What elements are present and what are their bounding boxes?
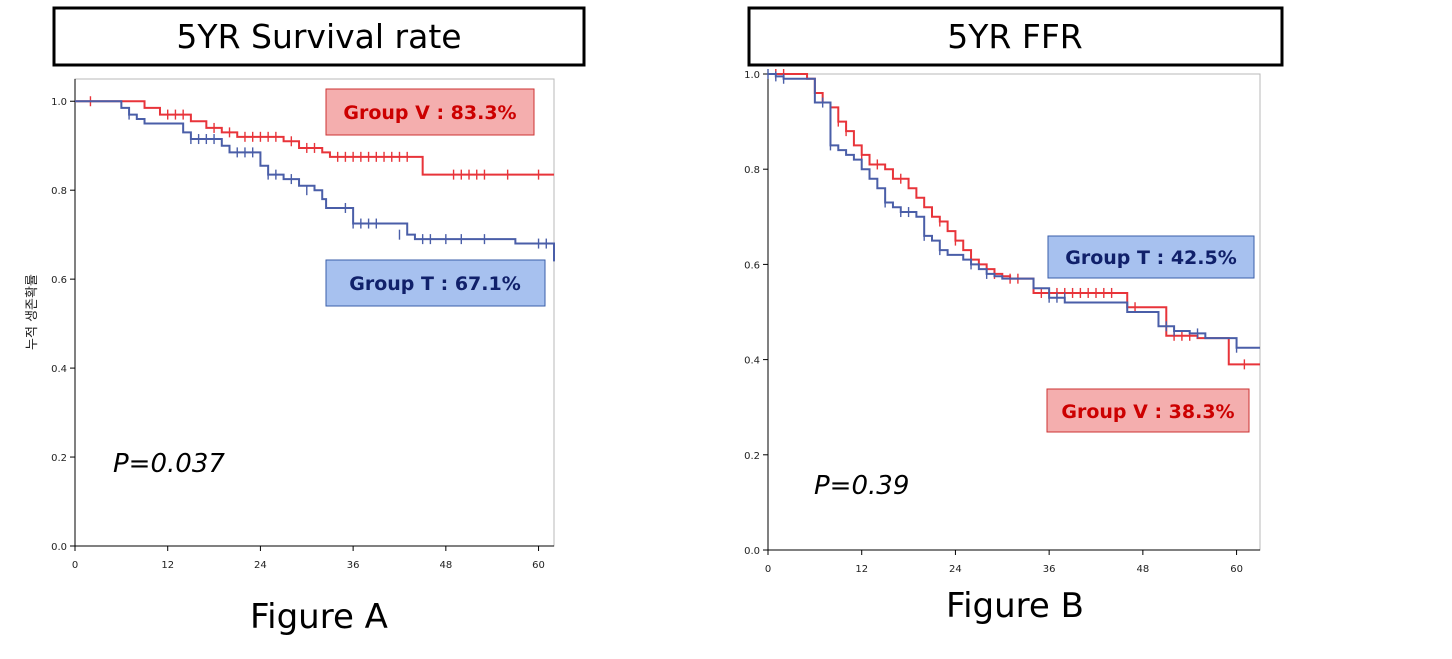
title-box-a — [52, 6, 586, 67]
plot-area-b — [767, 73, 1261, 551]
y-tick-label-a-3: 0.6 — [51, 275, 67, 286]
p-value-a: P=0.037 — [113, 449, 225, 479]
p-value-b: P=0.39 — [814, 471, 909, 501]
y-tick-label-b-0: 0.0 — [744, 546, 760, 557]
x-tick-label-a-2: 24 — [254, 560, 267, 571]
title-box-b — [747, 6, 1284, 67]
group-label-b-v: Group V : 38.3% — [1061, 401, 1234, 423]
group-box-a-v — [325, 88, 535, 136]
y-tick-label-a-2: 0.4 — [51, 364, 67, 375]
x-tick-label-b-3: 36 — [1043, 564, 1056, 575]
x-tick-label-a-4: 48 — [439, 560, 452, 571]
group-box-b-t — [1047, 235, 1255, 279]
y-tick-label-a-4: 0.8 — [51, 186, 67, 197]
km-curve-a-group-v — [75, 100, 554, 176]
figure-label-a: Figure A — [250, 597, 388, 637]
figure-a: 5YR Survival rate 0 12 24 36 48 60 0.0 0.2 0.4 0.… — [25, 6, 586, 637]
y-tick-label-b-1: 0.2 — [744, 451, 760, 462]
x-tick-label-a-5: 60 — [532, 560, 545, 571]
y-axis-label-a: 누적 생존확률 — [25, 274, 40, 350]
x-tick-label-a-1: 12 — [161, 560, 174, 571]
axis-ticks-a: 0 12 24 36 48 60 0.0 0.2 0.4 0.6 0.8 1.0 — [51, 97, 545, 571]
figure-b: 5YR FFR 0 12 24 36 48 60 0.0 0.2 0.4 0.6 0.8 1.0 Gr… — [744, 6, 1284, 626]
y-tick-label-b-4: 0.8 — [744, 165, 760, 176]
y-tick-label-b-3: 0.6 — [744, 260, 760, 271]
group-label-a-v: Group V : 83.3% — [343, 102, 516, 124]
x-tick-label-b-0: 0 — [765, 564, 771, 575]
x-tick-label-b-5: 60 — [1230, 564, 1243, 575]
y-tick-label-b-5: 1.0 — [744, 70, 760, 81]
y-tick-label-a-1: 0.2 — [51, 453, 67, 464]
x-tick-label-a-3: 36 — [347, 560, 360, 571]
x-tick-label-a-0: 0 — [72, 560, 78, 571]
km-curves-a — [75, 96, 555, 262]
x-tick-label-b-1: 12 — [855, 564, 868, 575]
title-b: 5YR FFR — [947, 17, 1082, 56]
y-tick-label-a-5: 1.0 — [51, 97, 67, 108]
km-curves-b — [767, 69, 1260, 370]
title-a: 5YR Survival rate — [176, 17, 461, 56]
figure-label-b: Figure B — [946, 586, 1084, 626]
plot-area-a — [74, 78, 555, 547]
group-box-a-t — [325, 259, 546, 307]
y-tick-label-b-2: 0.4 — [744, 356, 760, 367]
group-label-b-t: Group T : 42.5% — [1065, 247, 1236, 269]
group-label-a-t: Group T : 67.1% — [349, 273, 520, 295]
y-tick-label-a-0: 0.0 — [51, 542, 67, 553]
axis-ticks-b: 0 12 24 36 48 60 0.0 0.2 0.4 0.6 0.8 1.0 — [744, 70, 1243, 575]
x-tick-label-b-2: 24 — [949, 564, 962, 575]
x-tick-label-b-4: 48 — [1136, 564, 1149, 575]
group-box-b-v — [1046, 388, 1250, 433]
